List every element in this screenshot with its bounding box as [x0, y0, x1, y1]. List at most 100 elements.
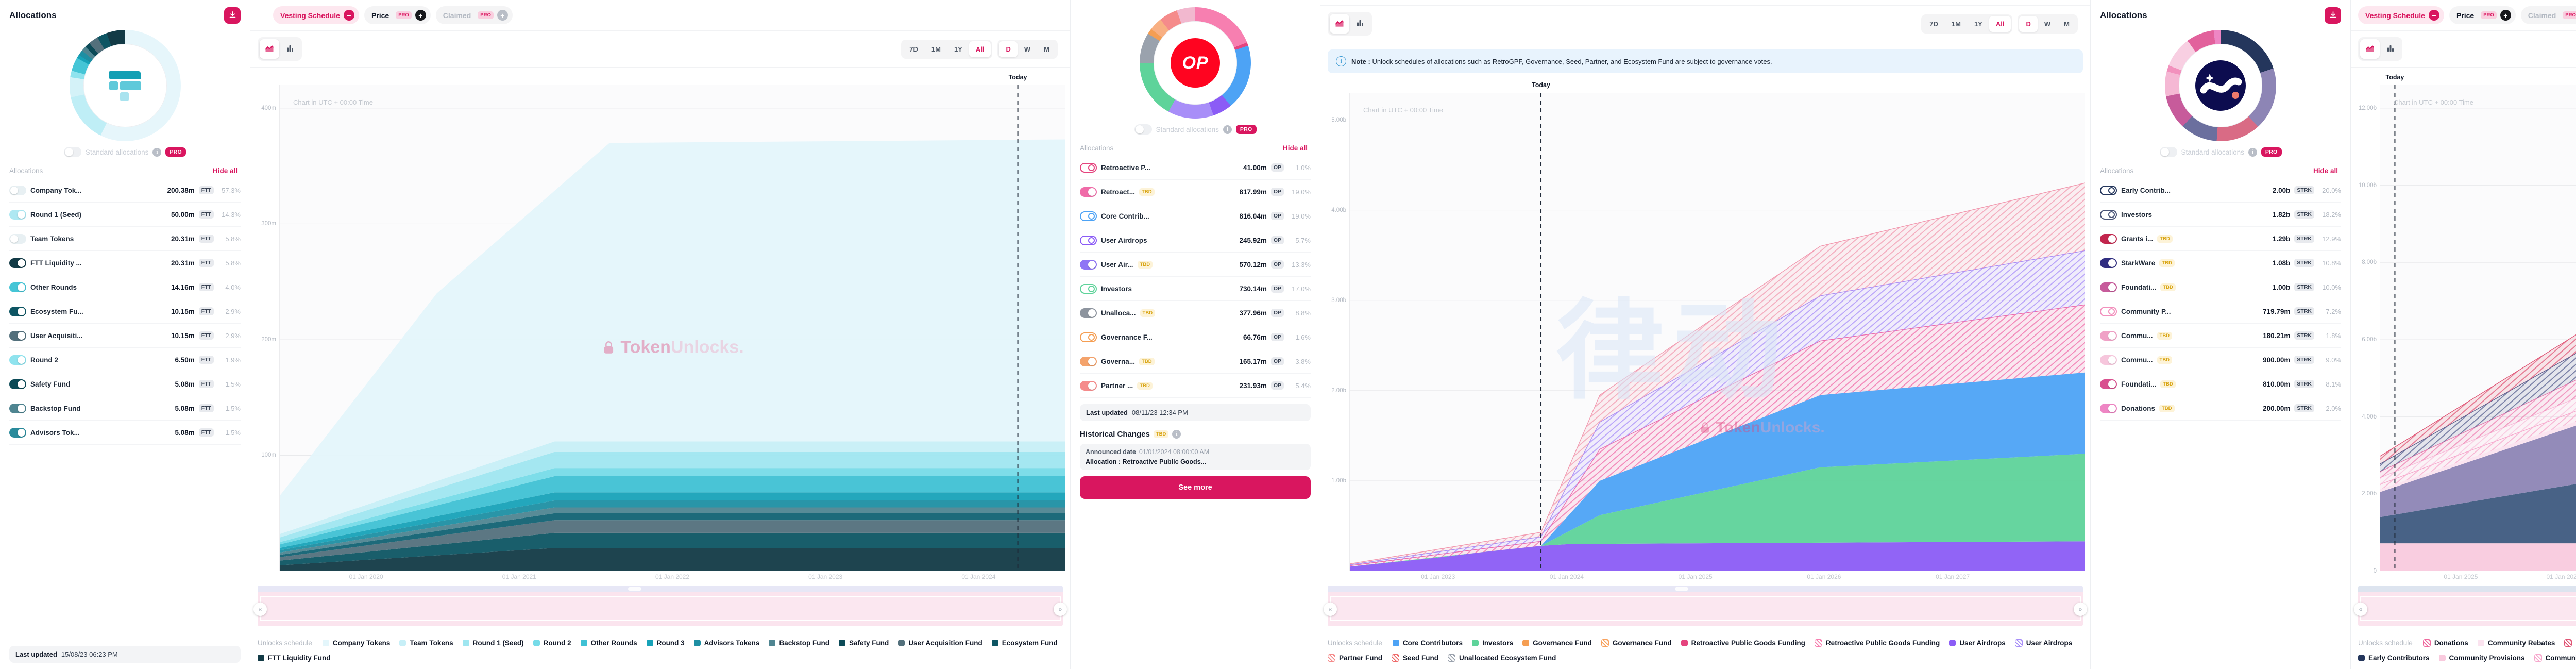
navigator-scrollbar[interactable]	[258, 586, 1063, 592]
navigator-right-handle[interactable]: »	[1054, 603, 1067, 616]
bar-chart-button[interactable]	[1350, 14, 1370, 34]
range-all-button[interactable]: All	[969, 41, 991, 57]
legend-item[interactable]: Community Provisions	[2534, 654, 2576, 662]
download-button[interactable]	[2325, 7, 2341, 24]
remove-series-icon[interactable]: −	[2428, 10, 2439, 21]
navigator-scrollbar[interactable]	[2358, 586, 2576, 592]
allocation-toggle[interactable]	[2100, 403, 2117, 413]
standard-allocations-toggle[interactable]	[1134, 124, 1152, 135]
legend-item[interactable]: Retroactive Public Goods Funding	[1681, 639, 1805, 647]
allocation-toggle[interactable]	[9, 258, 26, 268]
allocation-toggle[interactable]	[1080, 332, 1097, 342]
legend-item[interactable]: Core Contributors	[1392, 639, 1463, 647]
see-more-button[interactable]: See more	[1080, 476, 1311, 499]
legend-item[interactable]: Round 2	[533, 639, 571, 647]
hide-all-button[interactable]: Hide all	[1280, 144, 1311, 153]
hide-all-button[interactable]: Hide all	[2310, 166, 2341, 175]
allocation-toggle[interactable]	[9, 306, 26, 316]
allocation-toggle[interactable]	[1080, 211, 1097, 221]
legend-item[interactable]: Governance Fund	[1601, 639, 1672, 647]
legend-item[interactable]: Safety Fund	[838, 639, 889, 647]
legend-item[interactable]: Community Provisions	[2438, 654, 2525, 662]
navigator-range[interactable]	[2360, 596, 2576, 621]
plot-area[interactable]: Chart in UTC + 00:00 Time Today TokenUnl…	[279, 74, 1065, 580]
chart-navigator[interactable]: « »	[2354, 586, 2576, 629]
navigator-range[interactable]	[1330, 596, 2081, 621]
allocation-toggle[interactable]	[9, 330, 26, 341]
historical-change-card[interactable]: Announced date 01/01/2024 08:00:00 AM All…	[1080, 444, 1311, 470]
legend-item[interactable]: User Acquisition Fund	[898, 639, 982, 647]
legend-item[interactable]: Ecosystem Fund	[991, 639, 1058, 647]
navigator-right-handle[interactable]: »	[2074, 603, 2087, 616]
area-chart-button[interactable]	[1330, 14, 1349, 34]
legend-item[interactable]: Team Tokens	[399, 639, 453, 647]
add-series-icon[interactable]: +	[497, 10, 508, 21]
allocation-toggle[interactable]	[9, 379, 26, 389]
remove-series-icon[interactable]: −	[343, 10, 354, 21]
legend-item[interactable]: Community Rebates	[2477, 639, 2555, 647]
legend-item[interactable]: Other Rounds	[580, 639, 637, 647]
add-series-icon[interactable]: +	[415, 10, 426, 21]
legend-item[interactable]: Donations	[2422, 639, 2468, 647]
allocation-toggle[interactable]	[9, 355, 26, 365]
legend-item[interactable]: Governance Fund	[1522, 639, 1592, 647]
range-m-button[interactable]: M	[1037, 41, 1056, 57]
bar-chart-button[interactable]	[2381, 39, 2400, 59]
range-7d-button[interactable]: 7D	[1923, 16, 1945, 32]
price-pill[interactable]: Price PRO +	[2449, 6, 2516, 24]
legend-item[interactable]: Retroactive Public Goods Funding	[1814, 639, 1940, 647]
allocation-toggle[interactable]	[9, 185, 26, 195]
allocation-toggle[interactable]	[2100, 209, 2117, 220]
navigator-left-handle[interactable]: «	[253, 603, 267, 616]
allocation-toggle[interactable]	[1080, 259, 1097, 270]
allocation-toggle[interactable]	[2100, 282, 2117, 292]
standard-allocations-toggle[interactable]	[64, 147, 81, 157]
allocation-toggle[interactable]	[1080, 380, 1097, 391]
allocation-toggle[interactable]	[2100, 185, 2117, 195]
allocation-toggle[interactable]	[9, 403, 26, 413]
standard-allocations-toggle[interactable]	[2159, 147, 2177, 157]
legend-item[interactable]: Grants including Development Partners (a…	[2564, 639, 2576, 647]
info-icon[interactable]: i	[152, 147, 162, 157]
allocation-toggle[interactable]	[2100, 355, 2117, 365]
allocation-toggle[interactable]	[1080, 283, 1097, 294]
legend-item[interactable]: Backstop Fund	[769, 639, 829, 647]
add-series-icon[interactable]: +	[2500, 10, 2511, 21]
legend-item[interactable]: Seed Fund	[1392, 654, 1438, 662]
info-icon[interactable]: i	[1223, 125, 1232, 134]
legend-item[interactable]: Advisors Tokens	[693, 639, 759, 647]
allocation-toggle[interactable]	[9, 282, 26, 292]
chart-navigator[interactable]: « »	[1324, 586, 2087, 629]
range-m-button[interactable]: M	[2057, 16, 2076, 32]
navigator-left-handle[interactable]: «	[2354, 603, 2367, 616]
allocation-toggle[interactable]	[1080, 356, 1097, 366]
legend-item[interactable]: FTT Liquidity Fund	[258, 654, 330, 662]
range-1m-button[interactable]: 1M	[1945, 16, 1968, 32]
allocation-toggle[interactable]	[2100, 258, 2117, 268]
allocation-toggle[interactable]	[9, 427, 26, 438]
download-button[interactable]	[224, 7, 241, 24]
legend-item[interactable]: Unallocated Ecosystem Fund	[1448, 654, 1556, 662]
range-7d-button[interactable]: 7D	[903, 41, 925, 57]
legend-item[interactable]: Company Tokens	[322, 639, 390, 647]
legend-item[interactable]: Early Contributors	[2358, 654, 2430, 662]
allocation-toggle[interactable]	[1080, 187, 1097, 197]
allocation-toggle[interactable]	[9, 233, 26, 244]
vesting-schedule-pill[interactable]: Vesting Schedule −	[273, 6, 359, 24]
range-d-button[interactable]: D	[999, 41, 1018, 57]
allocation-toggle[interactable]	[2100, 330, 2117, 341]
claimed-pill[interactable]: Claimed PRO +	[435, 6, 513, 24]
plot-area[interactable]: Chart in UTC + 00:00 Time Today 律动 Token…	[1349, 81, 2085, 580]
area-chart-button[interactable]	[2360, 39, 2380, 59]
bar-chart-button[interactable]	[280, 39, 300, 59]
navigator-range[interactable]	[260, 596, 1061, 621]
legend-item[interactable]: User Airdrops	[2014, 639, 2072, 647]
range-w-button[interactable]: W	[2038, 16, 2057, 32]
price-pill[interactable]: Price PRO +	[364, 6, 431, 24]
allocation-toggle[interactable]	[1080, 162, 1097, 173]
info-icon[interactable]: i	[2248, 147, 2257, 157]
legend-item[interactable]: Investors	[1472, 639, 1513, 647]
legend-item[interactable]: Partner Fund	[1328, 654, 1382, 662]
range-1y-button[interactable]: 1Y	[1968, 16, 1989, 32]
claimed-pill[interactable]: Claimed PRO +	[2520, 6, 2576, 24]
